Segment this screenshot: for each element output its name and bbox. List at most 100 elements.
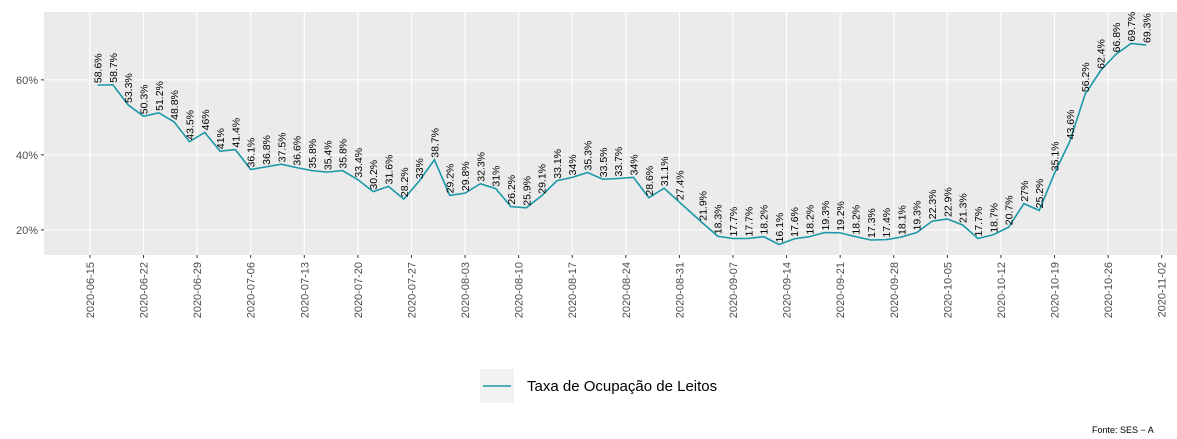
data-label: 35.3% [583, 141, 595, 171]
data-label: 17.7% [743, 207, 755, 237]
x-tick-label: 2020-06-29 [192, 262, 204, 318]
data-label: 48.8% [169, 90, 181, 120]
x-tick-label: 2020-10-19 [1050, 262, 1062, 318]
data-label: 36.1% [246, 138, 258, 168]
legend: Taxa de Ocupação de Leitos [480, 369, 717, 403]
x-tick-label: 2020-09-14 [782, 262, 794, 318]
data-label: 29.2% [445, 164, 457, 194]
data-label: 58.6% [93, 53, 105, 83]
x-tick-label: 2020-07-27 [406, 262, 418, 318]
data-label: 27% [1019, 181, 1031, 202]
data-label: 18.7% [988, 203, 1000, 233]
grid [44, 12, 1177, 255]
data-label: 21.3% [958, 193, 970, 223]
data-label: 62.4% [1095, 39, 1107, 69]
legend-label: Taxa de Ocupação de Leitos [527, 378, 717, 395]
x-tick-label: 2020-08-24 [621, 262, 633, 318]
data-label: 19.2% [835, 201, 847, 231]
data-label: 35.4% [322, 140, 334, 170]
data-label: 56.2% [1080, 62, 1092, 92]
data-label: 41.4% [230, 118, 242, 148]
x-tick-label: 2020-11-02 [1157, 262, 1169, 317]
data-label: 33.1% [552, 149, 564, 179]
data-label: 53.3% [123, 73, 135, 103]
data-label: 26.2% [506, 175, 518, 205]
x-tick-label: 2020-10-26 [1103, 262, 1115, 318]
data-label: 30.2% [368, 160, 380, 190]
x-tick-label: 2020-07-13 [299, 262, 311, 318]
data-label: 18.1% [896, 205, 908, 235]
data-label: 29.1% [537, 164, 549, 194]
y-tick-label: 40% [16, 150, 38, 162]
data-label: 20.7% [1004, 195, 1016, 225]
data-label: 34% [567, 154, 579, 175]
data-label: 37.5% [276, 132, 288, 162]
x-tick-label: 2020-07-06 [246, 262, 258, 318]
data-label: 17.7% [728, 207, 740, 237]
panel [44, 12, 1177, 255]
data-label: 35.8% [307, 139, 319, 169]
data-label: 28.6% [644, 166, 656, 196]
data-label: 18.2% [759, 205, 771, 235]
x-tick-label: 2020-08-10 [514, 262, 526, 318]
data-label: 38.7% [429, 128, 441, 158]
x-tick-label: 2020-10-05 [942, 262, 954, 318]
data-label: 41% [215, 128, 227, 149]
data-label: 33.4% [353, 148, 365, 178]
data-label: 21.9% [697, 191, 709, 221]
data-label: 19.3% [820, 201, 832, 231]
data-label: 22.9% [942, 187, 954, 217]
data-label: 25.9% [521, 176, 533, 206]
data-label: 18.2% [850, 205, 862, 235]
data-label: 27.4% [674, 170, 686, 200]
data-label: 17.4% [881, 208, 893, 238]
y-tick-label: 60% [16, 75, 38, 87]
data-label: 69.7% [1126, 12, 1138, 42]
data-label: 17.7% [973, 207, 985, 237]
data-label: 50.3% [139, 84, 151, 114]
data-label: 35.8% [338, 139, 350, 169]
data-label: 33.5% [598, 147, 610, 177]
caption: Fonte: SES − A [1092, 425, 1154, 435]
x-tick-label: 2020-08-03 [460, 262, 472, 318]
x-tick-label: 2020-09-28 [889, 262, 901, 318]
data-label: 35.1% [1050, 141, 1062, 171]
data-label: 69.3% [1141, 13, 1153, 43]
data-label: 31.1% [659, 156, 671, 186]
data-label: 36.8% [261, 135, 273, 165]
x-tick-label: 2020-06-22 [139, 262, 151, 318]
data-label: 43.5% [184, 110, 196, 140]
x-tick-label: 2020-08-17 [567, 262, 579, 318]
data-label: 58.7% [108, 53, 120, 83]
data-label: 33% [414, 158, 426, 179]
data-label: 25.2% [1034, 179, 1046, 209]
data-label: 16.1% [774, 213, 786, 243]
data-label: 29.8% [460, 161, 472, 191]
x-tick-label: 2020-10-12 [996, 262, 1008, 318]
x-tick-label: 2020-08-31 [674, 262, 686, 318]
data-label: 22.3% [927, 189, 939, 219]
data-label: 28.2% [399, 167, 411, 197]
data-label: 17.3% [866, 208, 878, 238]
data-label: 33.7% [613, 147, 625, 177]
data-label: 31.6% [383, 155, 395, 185]
data-label: 66.8% [1111, 23, 1123, 53]
data-label: 31% [491, 166, 503, 187]
data-label: 19.3% [912, 201, 924, 231]
x-tick-label: 2020-09-21 [835, 262, 847, 318]
data-label: 43.6% [1065, 110, 1077, 140]
x-tick-label: 2020-06-15 [85, 262, 97, 318]
data-label: 18.3% [713, 204, 725, 234]
data-label: 46% [200, 109, 212, 130]
x-tick-label: 2020-09-07 [728, 262, 740, 318]
data-label: 36.6% [292, 136, 304, 166]
data-label: 51.2% [154, 81, 166, 111]
data-label: 17.6% [789, 207, 801, 237]
x-tick-label: 2020-07-20 [353, 262, 365, 318]
data-label: 32.3% [475, 152, 487, 182]
y-tick-label: 20% [16, 225, 38, 237]
data-label: 34% [628, 154, 640, 175]
series-line [97, 42, 1147, 246]
data-label: 18.2% [805, 205, 817, 235]
